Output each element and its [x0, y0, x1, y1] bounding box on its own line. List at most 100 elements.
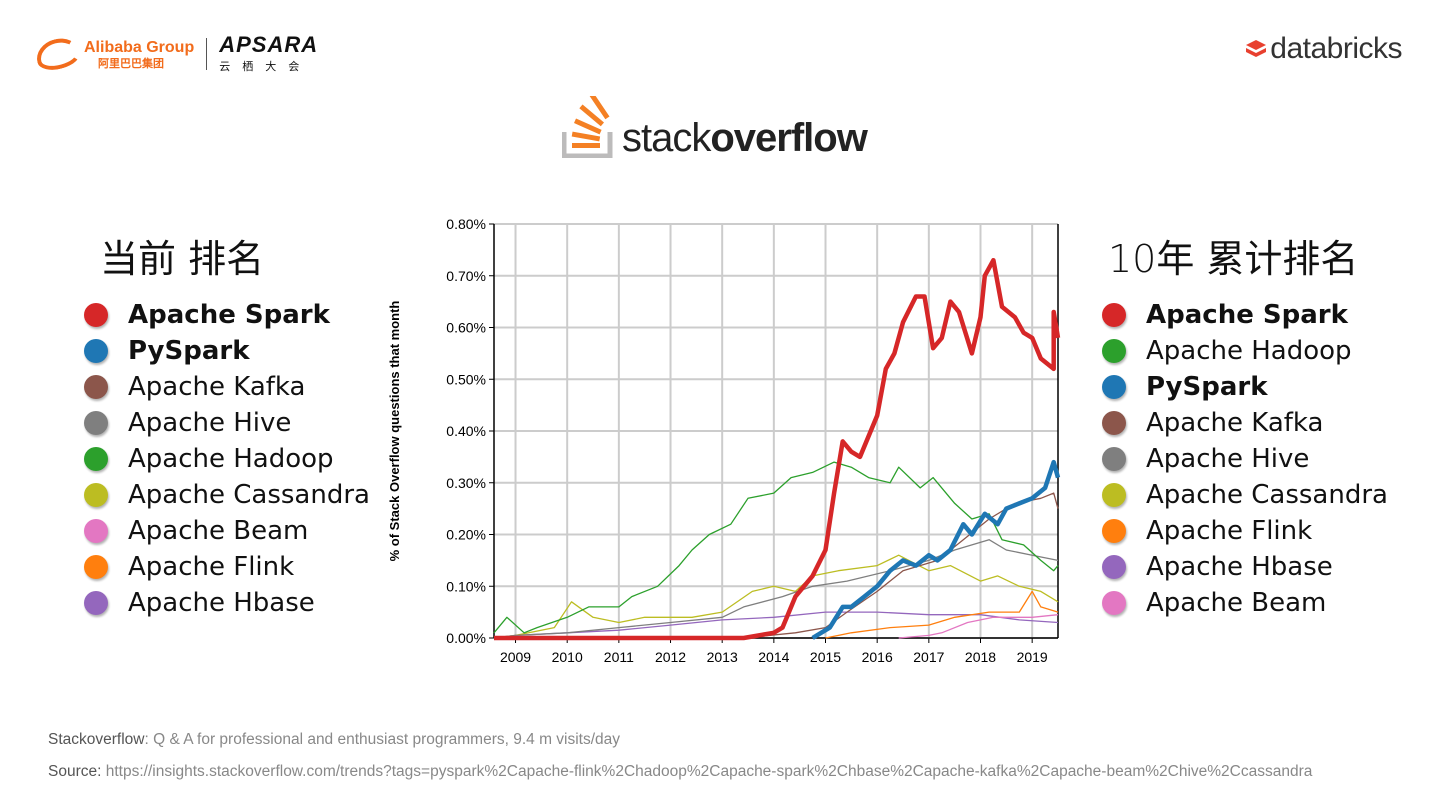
legend-dot-icon: [84, 375, 108, 399]
footer-source: Source: https://insights.stackoverflow.c…: [48, 763, 1312, 781]
legend-label: PySpark: [128, 336, 250, 366]
legend-item: Apache Kafka: [1102, 405, 1388, 441]
x-tick-label: 2018: [965, 649, 996, 665]
legend-dot-icon: [84, 339, 108, 363]
legend-item: Apache Flink: [84, 549, 370, 585]
legend-label: Apache Hadoop: [1146, 336, 1352, 366]
stackoverflow-logo: stackoverflow: [562, 96, 868, 160]
legend-label: Apache Cassandra: [1146, 480, 1388, 510]
databricks-logo: databricks: [1245, 32, 1402, 66]
y-tick-label: 0.20%: [446, 527, 486, 543]
y-tick-label: 0.00%: [446, 630, 486, 646]
legend-item: Apache Hbase: [84, 585, 370, 621]
legend-item: PySpark: [1102, 369, 1388, 405]
y-tick-label: 0.10%: [446, 578, 486, 594]
legend-label: Apache Cassandra: [128, 480, 370, 510]
alibaba-apsara-logo: Alibaba Group 阿里巴巴集团 APSARA 云栖大会: [32, 32, 319, 75]
legend-dot-icon: [84, 591, 108, 615]
legend-item: Apache Hadoop: [1102, 333, 1388, 369]
series-line-pyspark: [811, 459, 1061, 640]
legend-label: Apache Kafka: [128, 372, 306, 402]
legend-item: Apache Spark: [1102, 297, 1388, 333]
x-tick-label: 2016: [862, 649, 893, 665]
y-tick-label: 0.30%: [446, 475, 486, 491]
y-tick-label: 0.80%: [446, 216, 486, 232]
legend-item: Apache Kafka: [84, 369, 370, 405]
alibaba-mark-icon: [32, 33, 84, 75]
current-ranking-list: Apache Spark PySpark Apache Kafka Apache Hi…: [84, 297, 370, 621]
legend-dot-icon: [1102, 447, 1126, 471]
legend-item: Apache Hive: [84, 405, 370, 441]
footer-label: Stackoverflow: [48, 731, 145, 748]
x-tick-label: 2009: [500, 649, 531, 665]
legend-label: Apache Kafka: [1146, 408, 1324, 438]
legend-label: PySpark: [1146, 372, 1268, 402]
cumulative-ranking-title: 10年 累计排名: [1108, 237, 1359, 281]
legend-item: Apache Flink: [1102, 513, 1388, 549]
y-tick-label: 0.40%: [446, 423, 486, 439]
x-tick-label: 2019: [1017, 649, 1048, 665]
legend-item: Apache Spark: [84, 297, 370, 333]
legend-label: Apache Hive: [128, 408, 292, 438]
series-line-beam: [898, 614, 1059, 639]
apsara-logo-text: APSARA: [219, 32, 319, 57]
stackoverflow-logo-bold: overflow: [710, 116, 867, 160]
alibaba-logo-text: Alibaba Group: [84, 38, 195, 56]
legend-label: Apache Beam: [128, 516, 309, 546]
legend-dot-icon: [84, 483, 108, 507]
current-ranking-title: 当前 排名: [100, 237, 265, 281]
stackoverflow-logo-light: stack: [622, 116, 711, 160]
x-tick-label: 2011: [604, 649, 634, 665]
legend-dot-icon: [84, 411, 108, 435]
legend-label: Apache Spark: [128, 300, 330, 330]
databricks-logo-text: databricks: [1270, 32, 1402, 65]
legend-dot-icon: [1102, 339, 1126, 363]
legend-item: Apache Beam: [1102, 585, 1388, 621]
legend-dot-icon: [84, 519, 108, 543]
legend-dot-icon: [1102, 411, 1126, 435]
legend-item: Apache Hbase: [1102, 549, 1388, 585]
source-url: https://insights.stackoverflow.com/trend…: [101, 763, 1313, 780]
x-tick-label: 2013: [707, 649, 738, 665]
legend-item: Apache Hive: [1102, 441, 1388, 477]
legend-dot-icon: [1102, 303, 1126, 327]
legend-dot-icon: [84, 303, 108, 327]
x-tick-label: 2017: [913, 649, 944, 665]
legend-dot-icon: [84, 555, 108, 579]
series-line-kafka: [494, 492, 1059, 639]
legend-label: Apache Beam: [1146, 588, 1327, 618]
series-line-hive: [493, 539, 1059, 639]
legend-label: Apache Flink: [1146, 516, 1313, 546]
footer-text: : Q & A for professional and enthusiast …: [144, 731, 621, 748]
y-tick-label: 0.70%: [446, 268, 486, 284]
logo-divider: [206, 38, 208, 70]
x-tick-label: 2014: [758, 649, 789, 665]
legend-label: Apache Hadoop: [128, 444, 334, 474]
legend-item: Apache Cassandra: [84, 477, 370, 513]
legend-item: Apache Hadoop: [84, 441, 370, 477]
y-tick-label: 0.60%: [446, 320, 486, 336]
legend-dot-icon: [1102, 591, 1126, 615]
legend-dot-icon: [84, 447, 108, 471]
legend-label: Apache Hbase: [128, 588, 315, 618]
legend-dot-icon: [1102, 483, 1126, 507]
alibaba-logo-zh: 阿里巴巴集团: [98, 56, 164, 70]
x-tick-label: 2012: [655, 649, 686, 665]
legend-dot-icon: [1102, 555, 1126, 579]
legend-label: Apache Flink: [128, 552, 295, 582]
x-tick-label: 2015: [810, 649, 841, 665]
source-label: Source:: [48, 763, 102, 780]
series-line-flink: [825, 590, 1059, 639]
legend-item: Apache Cassandra: [1102, 477, 1388, 513]
legend-dot-icon: [1102, 375, 1126, 399]
legend-dot-icon: [1102, 519, 1126, 543]
x-tick-label: 2010: [552, 649, 583, 665]
legend-label: Apache Spark: [1146, 300, 1348, 330]
legend-label: Apache Hive: [1146, 444, 1310, 474]
legend-label: Apache Hbase: [1146, 552, 1333, 582]
series-line-spark: [494, 257, 1061, 641]
databricks-mark-icon: [1246, 40, 1267, 57]
stackoverflow-trends-chart: 0.00% 0.10% 0.20% 0.30% 0.40% 0.50% 0.60% 0.70%…: [387, 216, 1061, 665]
stackoverflow-mark-icon: [562, 96, 613, 158]
y-tick-label: 0.50%: [446, 371, 486, 387]
